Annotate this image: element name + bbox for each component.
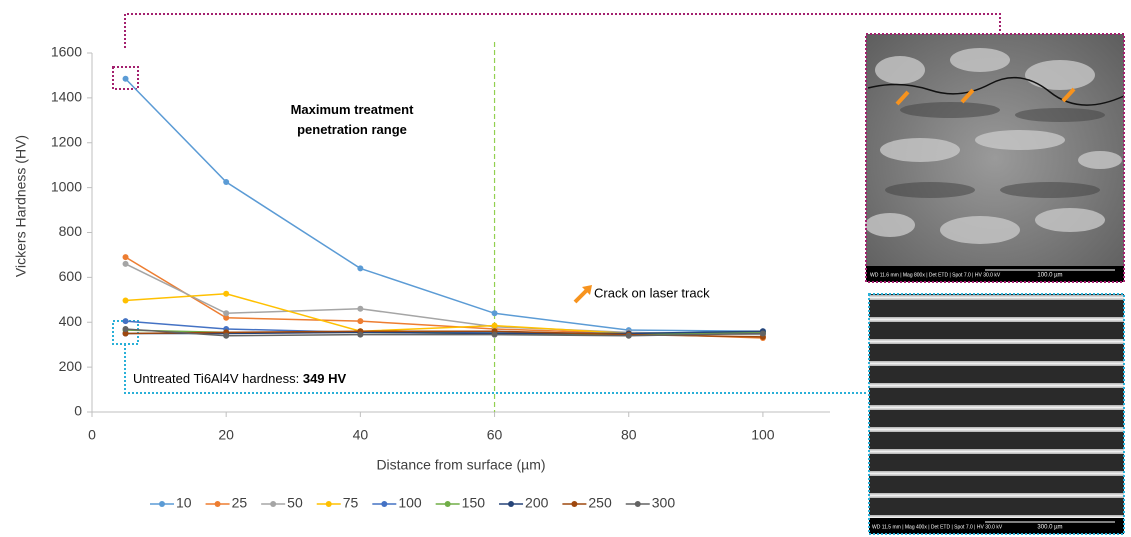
legend-label: 100 (398, 495, 422, 511)
image-info: WD 11.5 mm | Mag 400x | Det ETD | Spot 7… (872, 524, 1003, 530)
y-tick-label: 1000 (51, 178, 82, 194)
annotation: Untreated Ti6Al4V hardness: (133, 371, 299, 386)
image-info: WD 11.6 mm | Mag 800x | Det ETD | Spot 7… (870, 272, 1001, 278)
legend-marker (159, 501, 165, 507)
x-tick-label: 40 (353, 427, 369, 443)
data-point (223, 290, 230, 297)
data-point (122, 318, 129, 325)
data-point (223, 179, 230, 186)
data-point (223, 310, 230, 317)
series-line (125, 330, 763, 335)
series-line (125, 328, 763, 337)
data-point (491, 331, 498, 338)
data-point (122, 330, 129, 337)
y-tick-label: 1400 (51, 89, 82, 105)
data-point (122, 325, 129, 332)
data-point (357, 265, 364, 272)
y-tick-label: 200 (59, 358, 83, 374)
legend-label: 50 (287, 495, 303, 511)
arrow-icon (582, 285, 592, 295)
data-point (491, 310, 498, 317)
data-point (759, 330, 766, 337)
legend-marker (444, 501, 451, 507)
sem-image-bottom (868, 293, 1125, 535)
legend-label: 25 (232, 495, 248, 511)
legend-label: 250 (588, 495, 612, 511)
x-tick-label: 80 (621, 427, 637, 443)
data-point (223, 314, 230, 321)
data-point (223, 332, 230, 339)
legend-label: 300 (652, 495, 676, 511)
data-point (625, 332, 632, 339)
x-tick-label: 20 (218, 427, 234, 443)
scale-label: 300.0 µm (1037, 525, 1062, 531)
annotation: Untreated Ti6Al4V hardness: 349 HV (133, 371, 347, 386)
legend-marker (634, 501, 641, 507)
y-axis-title: Vickers Hardness (HV) (13, 135, 29, 277)
y-tick-label: 800 (59, 223, 83, 239)
data-point (122, 75, 129, 82)
data-point (122, 254, 129, 261)
legend-label: 75 (343, 495, 359, 511)
y-tick-label: 1200 (51, 133, 82, 149)
y-tick-label: 400 (59, 313, 83, 329)
annotation: Maximum treatment penetration range (290, 102, 414, 137)
legend-label: 150 (462, 495, 486, 511)
x-axis-title: Distance from surface (µm) (376, 457, 545, 473)
data-point (122, 260, 129, 267)
legend-label: 200 (525, 495, 549, 511)
legend-marker (214, 501, 221, 507)
legend-marker (270, 501, 277, 507)
legend-marker (508, 501, 515, 507)
scale-label: 100.0 µm (1037, 273, 1062, 279)
legend-marker (571, 501, 578, 507)
x-tick-label: 60 (487, 427, 503, 443)
data-point (357, 318, 364, 325)
legend-marker (381, 501, 388, 507)
y-tick-label: 1600 (51, 44, 82, 60)
legend-marker (325, 501, 332, 507)
legend-label: 10 (176, 495, 192, 511)
data-point (491, 322, 498, 329)
annotation-value: 349 HV (303, 371, 347, 386)
sem-image-top (865, 33, 1125, 283)
data-point (122, 297, 129, 304)
data-point (357, 305, 364, 312)
x-tick-label: 100 (751, 427, 775, 443)
x-tick-label: 0 (88, 427, 96, 443)
data-point (357, 331, 364, 338)
y-tick-label: 600 (59, 268, 83, 284)
series-line (125, 78, 763, 332)
y-tick-label: 0 (74, 403, 82, 419)
annotation: Crack on laser track (594, 285, 710, 300)
